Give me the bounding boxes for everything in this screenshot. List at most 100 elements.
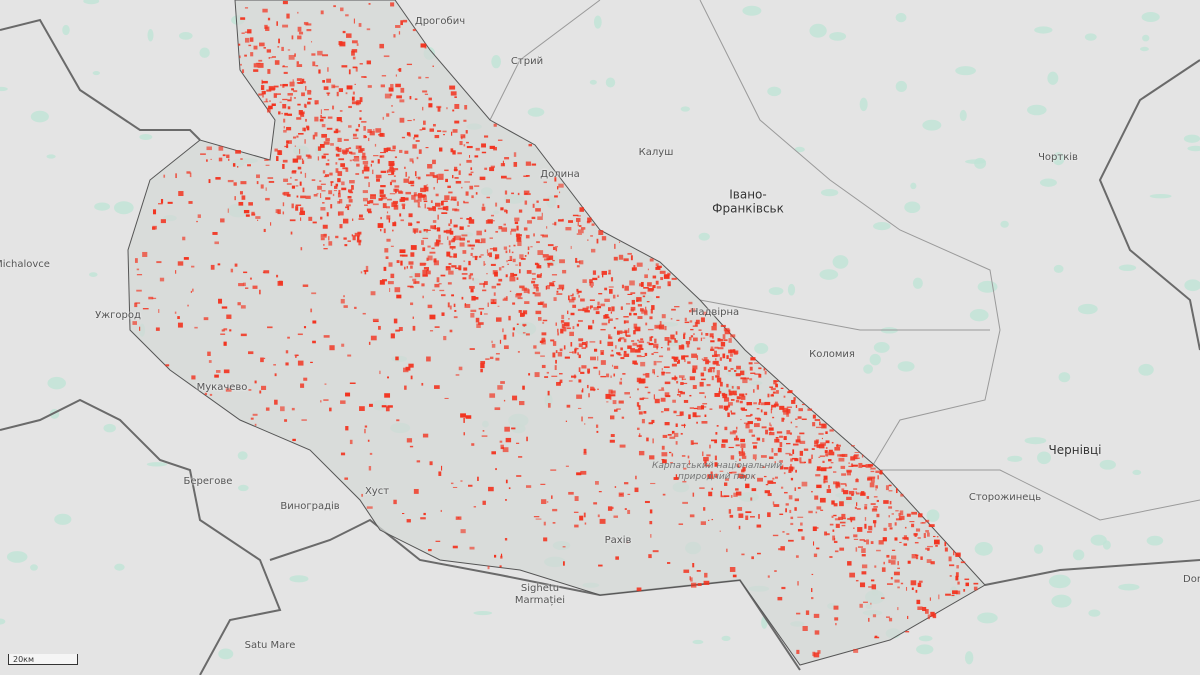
highlight-patch	[957, 581, 960, 585]
highlight-patch	[453, 198, 457, 201]
highlight-patch	[263, 90, 266, 95]
forest-patch	[1047, 71, 1059, 85]
forest-patch	[527, 107, 545, 117]
highlight-patch	[296, 78, 302, 81]
highlight-patch	[338, 158, 345, 161]
highlight-patch	[689, 394, 692, 397]
highlight-patch	[156, 261, 162, 264]
highlight-patch	[653, 351, 659, 354]
highlight-patch	[701, 332, 703, 336]
highlight-patch	[572, 214, 579, 217]
highlight-patch	[393, 204, 399, 210]
highlight-patch	[466, 141, 469, 144]
highlight-patch	[746, 402, 753, 406]
highlight-patch	[300, 111, 305, 115]
highlight-patch	[607, 341, 614, 347]
highlight-patch	[443, 335, 447, 341]
highlight-patch	[370, 194, 376, 196]
highlight-patch	[334, 185, 338, 189]
highlight-patch	[417, 197, 422, 202]
highlight-patch	[823, 480, 828, 483]
highlight-patch	[381, 405, 387, 408]
highlight-patch	[627, 293, 633, 295]
highlight-patch	[323, 141, 330, 145]
highlight-patch	[310, 41, 313, 43]
highlight-patch	[447, 282, 452, 285]
highlight-patch	[757, 552, 761, 555]
highlight-patch	[597, 301, 600, 306]
highlight-patch	[756, 524, 762, 528]
highlight-patch	[425, 270, 431, 275]
highlight-patch	[534, 262, 539, 266]
highlight-patch	[414, 171, 417, 177]
highlight-patch	[703, 507, 706, 511]
highlight-patch	[570, 294, 574, 297]
highlight-patch	[683, 334, 686, 340]
highlight-patch	[368, 182, 370, 188]
highlight-patch	[500, 175, 507, 179]
highlight-patch	[825, 447, 828, 449]
highlight-patch	[353, 157, 360, 162]
highlight-patch	[557, 332, 560, 336]
highlight-patch	[189, 172, 192, 178]
highlight-patch	[505, 274, 508, 278]
highlight-patch	[302, 284, 309, 287]
highlight-patch	[728, 338, 732, 343]
highlight-patch	[587, 217, 592, 223]
highlight-patch	[754, 417, 760, 420]
highlight-patch	[598, 230, 604, 235]
highlight-patch	[338, 192, 341, 195]
highlight-patch	[191, 375, 196, 380]
highlight-patch	[495, 202, 498, 207]
highlight-patch	[819, 423, 824, 426]
highlight-patch	[510, 272, 515, 277]
highlight-patch	[584, 423, 586, 425]
highlight-patch	[741, 409, 748, 411]
highlight-patch	[424, 93, 429, 95]
highlight-patch	[727, 402, 733, 406]
highlight-patch	[262, 8, 268, 13]
highlight-patch	[347, 195, 352, 199]
highlight-patch	[366, 28, 371, 31]
highlight-patch	[498, 225, 503, 230]
highlight-patch	[208, 179, 211, 184]
highlight-patch	[745, 511, 752, 514]
highlight-patch	[470, 171, 474, 174]
highlight-patch	[416, 156, 419, 160]
highlight-patch	[530, 246, 533, 248]
highlight-patch	[646, 301, 650, 303]
highlight-patch	[793, 397, 796, 401]
highlight-patch	[596, 238, 599, 244]
highlight-patch	[589, 279, 593, 284]
highlight-patch	[351, 101, 358, 105]
highlight-patch	[362, 312, 366, 315]
highlight-patch	[509, 276, 516, 282]
highlight-patch	[451, 131, 453, 136]
highlight-patch	[714, 439, 718, 444]
highlight-patch	[715, 358, 717, 361]
highlight-patch	[836, 444, 841, 447]
highlight-patch	[218, 146, 224, 151]
country-border	[0, 18, 1200, 675]
highlight-patch	[823, 475, 828, 480]
highlight-patch	[556, 290, 559, 293]
highlight-patch	[771, 393, 774, 397]
highlight-patch	[363, 270, 369, 272]
highlight-patch	[633, 330, 636, 335]
highlight-patch	[724, 478, 729, 481]
highlight-patch	[555, 322, 557, 326]
highlight-patch	[684, 317, 687, 322]
highlight-patch	[359, 110, 362, 113]
highlight-patch	[432, 65, 434, 67]
highlight-patch	[557, 205, 560, 209]
highlight-patch	[591, 223, 595, 226]
forest-patch	[103, 423, 116, 433]
highlight-patch	[652, 369, 655, 374]
highlight-patch	[868, 525, 873, 531]
place-label: Sighetu Marmației	[514, 583, 566, 606]
forest-patch	[0, 86, 8, 92]
highlight-patch	[557, 352, 563, 357]
highlight-patch	[846, 471, 851, 476]
highlight-patch	[384, 248, 389, 253]
